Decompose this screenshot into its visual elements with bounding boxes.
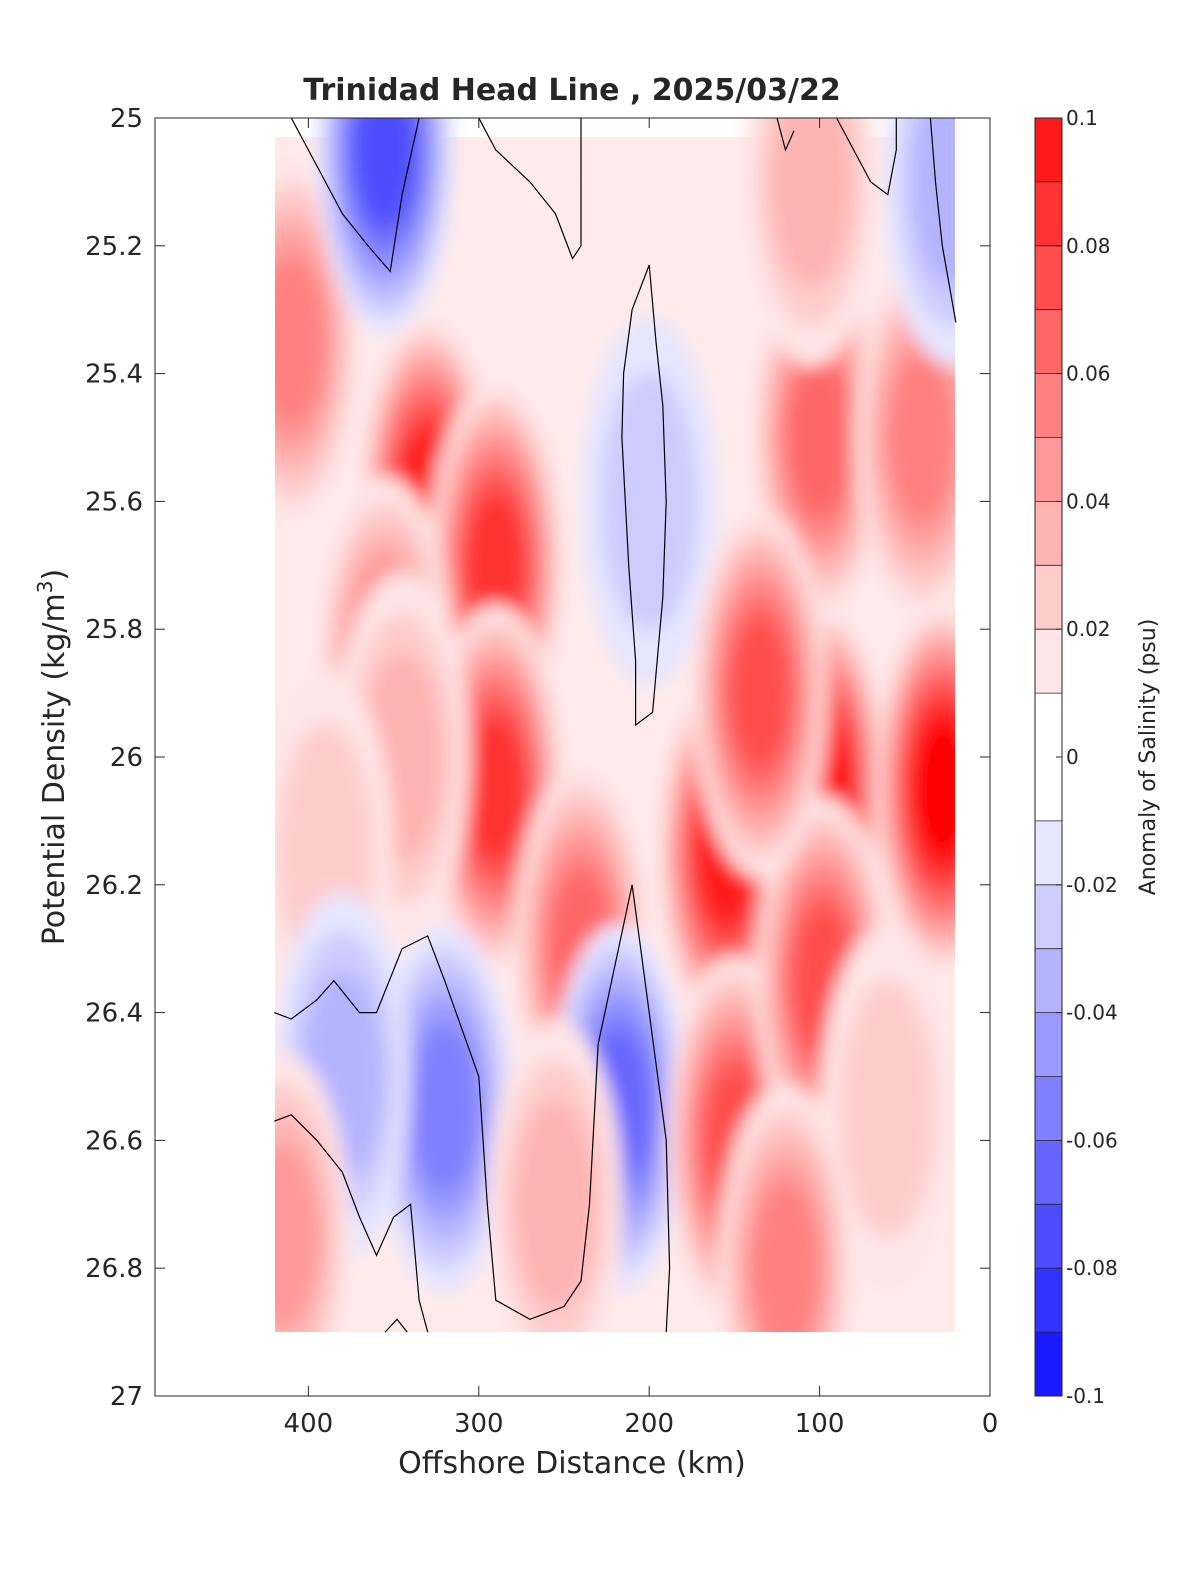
anomaly-feature [819, 923, 955, 1294]
colorbar-band [1035, 629, 1062, 694]
y-tick-label: 26.4 [85, 999, 143, 1029]
colorbar-band [1035, 1332, 1062, 1396]
anomaly-feature [581, 316, 718, 687]
y-tick-label: 25.6 [85, 487, 143, 517]
anomaly-feature [275, 1051, 351, 1332]
zero-contour-line [929, 118, 957, 323]
colorbar-band [1035, 948, 1062, 1013]
y-axis-label-superscript: 3 [33, 580, 57, 593]
anomaly-feature [853, 252, 955, 623]
anomaly-level-7 [355, 118, 415, 223]
colorbar-tick-label: 0.02 [1066, 617, 1111, 641]
anomaly-level-6 [788, 360, 851, 515]
zero-contour-lines [274, 118, 957, 1333]
anomaly-level-5 [411, 1025, 478, 1192]
anomaly-level-8 [467, 719, 525, 859]
colorbar-tick-label: -0.02 [1066, 873, 1118, 897]
colorbar-band [1035, 1268, 1062, 1333]
y-tick-label: 26.6 [85, 1126, 143, 1156]
anomaly-level-4 [275, 1144, 319, 1328]
anomaly-level-3 [770, 118, 852, 287]
x-axis-label: Offshore Distance (km) [398, 1446, 746, 1481]
anomaly-level-3 [514, 1099, 597, 1310]
colorbar-tick-label: -0.08 [1066, 1256, 1118, 1280]
x-tick-label: 100 [795, 1409, 845, 1439]
colorbar-band [1035, 565, 1062, 630]
colorbar-tick-label: 0.1 [1066, 106, 1098, 130]
colorbar-tick-label: -0.1 [1066, 1384, 1105, 1408]
colorbar-tick-label: 0.04 [1066, 489, 1111, 513]
anomaly-level-5 [888, 354, 955, 521]
anomaly-feature [884, 118, 955, 367]
colorbar-band [1035, 1012, 1062, 1077]
colorbar-band [1035, 1076, 1062, 1141]
colorbar-tick-label: -0.06 [1066, 1128, 1118, 1152]
anomaly-feature [874, 604, 955, 974]
plot-area: 400 300 200 100 0 25 25.2 25.4 25.6 25.8 26 26.2 26… [85, 104, 999, 1439]
anomaly-feature [275, 156, 360, 527]
zero-contour-line [776, 118, 795, 152]
anomaly-level-7 [730, 620, 790, 767]
anomaly-level-10 [915, 723, 955, 854]
zero-contour-line [384, 1318, 408, 1333]
anomaly-level-5 [275, 258, 325, 425]
y-tick-label: 25.4 [85, 360, 143, 390]
anomaly-feature [717, 1083, 854, 1332]
y-axis-label-main: Potential Density (kg/m [37, 593, 72, 945]
y-tick-label: 25.2 [85, 232, 143, 262]
x-tick-label: 0 [982, 1409, 999, 1439]
colorbar-band [1035, 118, 1062, 182]
colorbar-label: Anomaly of Salinity (psu) [1136, 619, 1161, 896]
y-tick-label: 26.8 [85, 1254, 143, 1284]
colorbar-tick-label: 0 [1066, 745, 1079, 769]
anomaly-level-2 [600, 372, 698, 631]
zero-contour-line [478, 118, 582, 260]
zero-contour-line [836, 118, 897, 196]
y-axis-label: Potential Density (kg/m3) [33, 569, 72, 945]
anomaly-feature [317, 118, 454, 335]
anomaly-blobs [275, 118, 955, 1332]
colorbar-band [1035, 245, 1062, 310]
colorbar-band [1035, 181, 1062, 246]
zero-contour-line [274, 1114, 429, 1333]
y-axis-label-close: ) [37, 569, 72, 581]
anomaly-level-3 [911, 118, 955, 287]
y-tick-label: 27 [110, 1382, 143, 1412]
colorbar-tick-label: -0.04 [1066, 1001, 1118, 1025]
colorbar-band [1035, 1204, 1062, 1269]
colorbar-band [1035, 501, 1062, 566]
colorbar-tick-label: 0.06 [1066, 362, 1111, 386]
anomaly-feature [376, 923, 513, 1294]
colorbar: 0.1 0.08 0.06 0.04 0.02 0 -0.02 -0.04 -0.06 -0.08… [1034, 106, 1118, 1408]
colorbar-band [1035, 373, 1062, 438]
x-axis-ticks: 400 300 200 100 0 [284, 118, 999, 1439]
colorbar-tick-label: 0.08 [1066, 234, 1111, 258]
y-tick-label: 26.2 [85, 871, 143, 901]
anomaly-level-8 [467, 495, 525, 636]
anomaly-feature [691, 508, 828, 879]
colorbar-band [1035, 437, 1062, 502]
zero-contour-line [621, 264, 667, 727]
y-tick-label: 26 [110, 743, 143, 773]
x-tick-label: 200 [624, 1409, 674, 1439]
zero-contour-line [290, 118, 420, 273]
y-axis-ticks: 25 25.2 25.4 25.6 25.8 26 26.2 26.4 26.6 26.8 27 [85, 104, 990, 1412]
anomaly-level-2 [838, 979, 937, 1238]
colorbar-band [1035, 1140, 1062, 1205]
zero-contour-line [274, 884, 671, 1333]
salinity-anomaly-field [275, 118, 955, 1332]
colorbar-band [1035, 820, 1062, 885]
chart-title: Trinidad Head Line , 2025/03/22 [303, 73, 840, 108]
y-tick-label: 25 [110, 104, 143, 134]
y-tick-label: 25.8 [85, 615, 143, 645]
colorbar-band [1035, 884, 1062, 949]
x-tick-label: 300 [454, 1409, 504, 1439]
anomaly-feature [743, 118, 880, 367]
colorbar-band [1035, 309, 1062, 374]
x-tick-label: 400 [284, 1409, 334, 1439]
anomaly-level-5 [752, 1185, 819, 1332]
